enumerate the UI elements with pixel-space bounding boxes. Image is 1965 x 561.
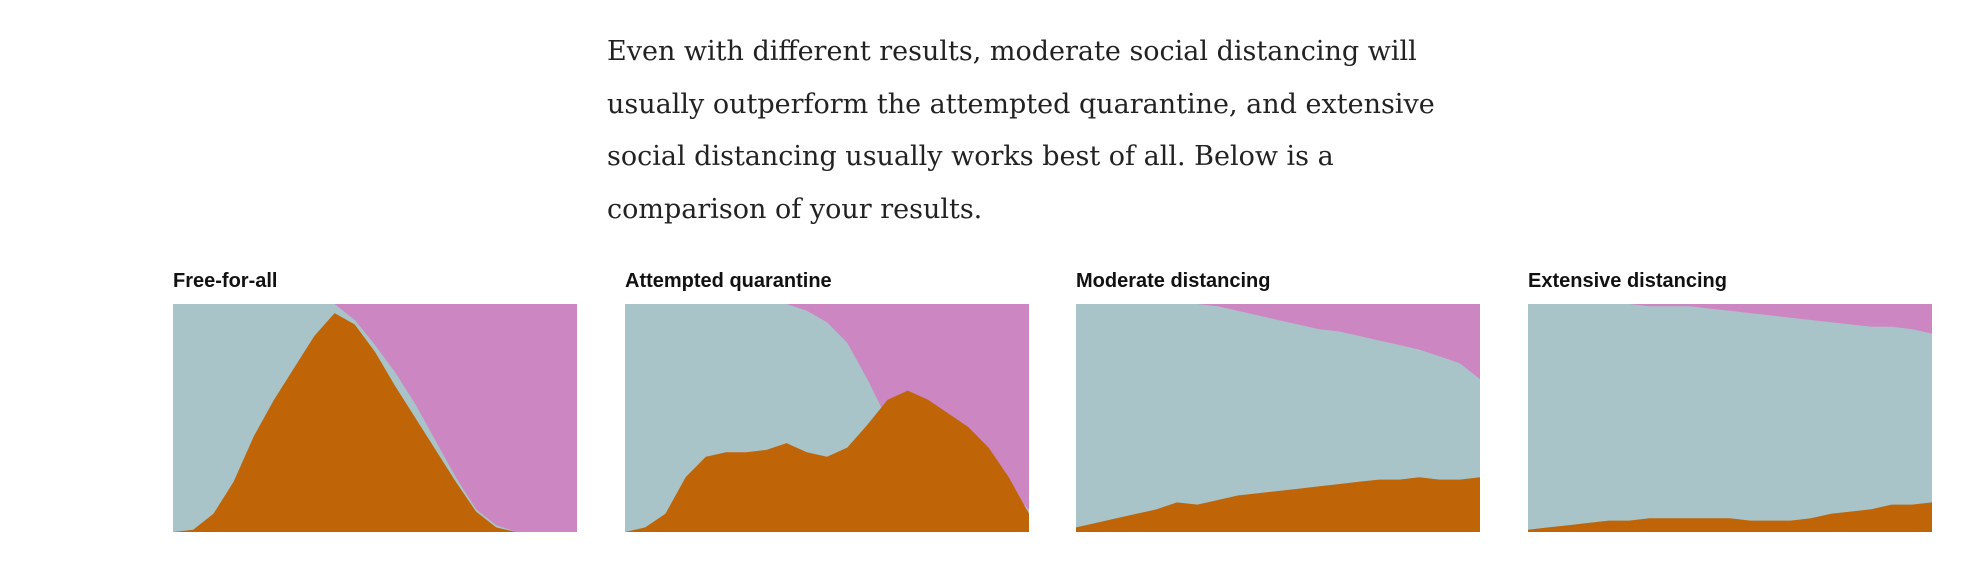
chart-panel-extensive-distancing: Extensive distancing — [1528, 270, 1932, 532]
area-chart-attempted-quarantine — [625, 304, 1029, 532]
area-chart-extensive-distancing — [1528, 304, 1932, 532]
intro-paragraph: Even with different results, moderate so… — [607, 36, 1435, 225]
chart-panel-free-for-all: Free-for-all — [173, 270, 577, 532]
area-healthy — [1528, 304, 1932, 532]
chart-panel-moderate-distancing: Moderate distancing — [1076, 270, 1480, 532]
chart-title: Free-for-all — [173, 270, 278, 292]
area-sick — [1528, 502, 1932, 532]
chart-title: Attempted quarantine — [625, 270, 832, 292]
area-recovered — [1528, 304, 1932, 334]
chart-title: Extensive distancing — [1528, 270, 1727, 292]
area-recovered — [173, 304, 577, 532]
area-sick — [1076, 477, 1480, 532]
area-chart-free-for-all — [173, 304, 577, 532]
chart-title: Moderate distancing — [1076, 270, 1271, 292]
area-chart-moderate-distancing — [1076, 304, 1480, 532]
area-recovered — [1076, 304, 1480, 380]
area-sick — [625, 390, 1029, 532]
chart-panel-attempted-quarantine: Attempted quarantine — [625, 270, 1029, 532]
area-recovered — [625, 304, 1029, 510]
area-sick — [173, 313, 577, 532]
